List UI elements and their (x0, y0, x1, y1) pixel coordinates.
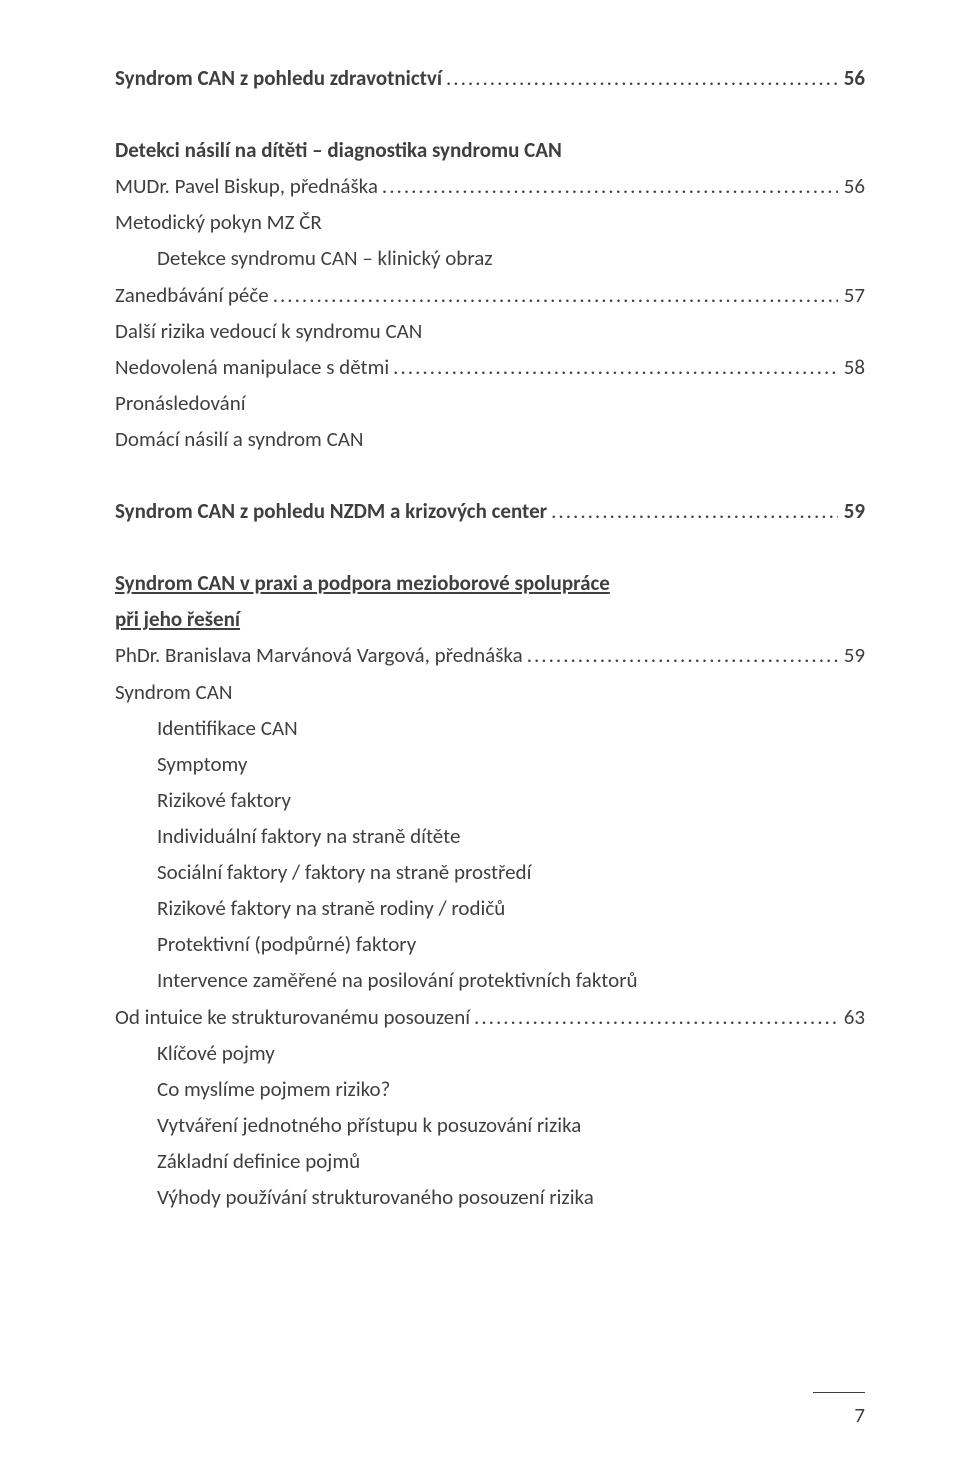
toc-text-line: Detekci násilí na dítěti – diagnostika s… (115, 132, 865, 168)
toc-page-number: 56 (838, 60, 865, 96)
toc-label: Pronásledování (115, 390, 246, 416)
toc-text-line: Co myslíme pojmem riziko? (115, 1071, 865, 1107)
dot-leader: ........................................… (442, 60, 838, 96)
toc-label: Výhody používání strukturovaného posouze… (157, 1184, 594, 1210)
dot-leader: ........................................… (378, 168, 838, 204)
toc-page-number: 58 (838, 349, 865, 385)
toc-entry: Syndrom CAN z pohledu NZDM a krizových c… (115, 493, 865, 529)
toc-label: Co myslíme pojmem riziko? (157, 1076, 390, 1102)
blank-line (115, 529, 865, 565)
toc-label: Syndrom CAN z pohledu NZDM a krizových c… (115, 493, 547, 529)
toc-text-line: Syndrom CAN v praxi a podpora mezioborov… (115, 565, 865, 601)
toc-label: při jeho řešení (115, 606, 240, 632)
toc-entry: PhDr. Branislava Marvánová Vargová, před… (115, 637, 865, 673)
toc-text-line: Vytváření jednotného přístupu k posuzová… (115, 1107, 865, 1143)
toc-text-line: Další rizika vedoucí k syndromu CAN (115, 313, 865, 349)
toc-page-number: 59 (838, 493, 865, 529)
toc-label: Metodický pokyn MZ ČR (115, 209, 322, 235)
toc-label: Rizikové faktory (157, 787, 291, 813)
toc-label: Identifikace CAN (157, 715, 298, 741)
toc-page-number: 57 (838, 277, 865, 313)
toc-text-line: Intervence zaměřené na posilování protek… (115, 962, 865, 998)
toc-label: Syndrom CAN v praxi a podpora mezioborov… (115, 570, 610, 596)
toc-text-line: Výhody používání strukturovaného posouze… (115, 1179, 865, 1215)
toc-text-line: Protektivní (podpůrné) faktory (115, 926, 865, 962)
toc-label: Detekce syndromu CAN – klinický obraz (157, 245, 493, 271)
footer-rule (813, 1392, 865, 1393)
dot-leader: ........................................… (269, 277, 838, 313)
toc-text-line: Sociální faktory / faktory na straně pro… (115, 854, 865, 890)
dot-leader: ........................................… (470, 999, 838, 1035)
toc-text-line: při jeho řešení (115, 601, 865, 637)
toc-label: Další rizika vedoucí k syndromu CAN (115, 318, 422, 344)
page-number: 7 (813, 1397, 865, 1433)
toc-entry: Syndrom CAN z pohledu zdravotnictví.....… (115, 60, 865, 96)
toc-label: PhDr. Branislava Marvánová Vargová, před… (115, 637, 523, 673)
page: Syndrom CAN z pohledu zdravotnictví.....… (0, 0, 960, 1475)
toc-label: Domácí násilí a syndrom CAN (115, 426, 363, 452)
toc-label: Sociální faktory / faktory na straně pro… (157, 859, 531, 885)
toc-text-line: Symptomy (115, 746, 865, 782)
toc-label: Symptomy (157, 751, 247, 777)
dot-leader: ........................................… (523, 637, 838, 673)
toc-text-line: Rizikové faktory na straně rodiny / rodi… (115, 890, 865, 926)
toc-label: Základní definice pojmů (157, 1148, 360, 1174)
toc-label: Rizikové faktory na straně rodiny / rodi… (157, 895, 505, 921)
blank-line (115, 457, 865, 493)
toc-content: Syndrom CAN z pohledu zdravotnictví.....… (115, 60, 865, 1215)
toc-label: MUDr. Pavel Biskup, přednáška (115, 168, 378, 204)
toc-text-line: Identifikace CAN (115, 710, 865, 746)
toc-text-line: Syndrom CAN (115, 674, 865, 710)
toc-text-line: Rizikové faktory (115, 782, 865, 818)
blank-line (115, 96, 865, 132)
toc-label: Nedovolená manipulace s dětmi (115, 349, 389, 385)
toc-label: Zanedbávání péče (115, 277, 269, 313)
toc-entry: MUDr. Pavel Biskup, přednáška...........… (115, 168, 865, 204)
toc-text-line: Pronásledování (115, 385, 865, 421)
toc-page-number: 56 (838, 168, 865, 204)
toc-page-number: 63 (838, 999, 865, 1035)
toc-page-number: 59 (838, 637, 865, 673)
toc-entry: Nedovolená manipulace s dětmi...........… (115, 349, 865, 385)
toc-text-line: Metodický pokyn MZ ČR (115, 204, 865, 240)
toc-label: Detekci násilí na dítěti – diagnostika s… (115, 137, 562, 163)
toc-entry: Od intuice ke strukturovanému posouzení.… (115, 999, 865, 1035)
toc-text-line: Základní definice pojmů (115, 1143, 865, 1179)
toc-entry: Zanedbávání péče........................… (115, 277, 865, 313)
toc-label: Intervence zaměřené na posilování protek… (157, 967, 638, 993)
dot-leader: ........................................… (547, 493, 838, 529)
toc-label: Protektivní (podpůrné) faktory (157, 931, 416, 957)
page-footer: 7 (813, 1392, 865, 1433)
toc-text-line: Domácí násilí a syndrom CAN (115, 421, 865, 457)
toc-label: Syndrom CAN z pohledu zdravotnictví (115, 60, 442, 96)
toc-text-line: Klíčové pojmy (115, 1035, 865, 1071)
toc-label: Vytváření jednotného přístupu k posuzová… (157, 1112, 581, 1138)
toc-text-line: Detekce syndromu CAN – klinický obraz (115, 240, 865, 276)
toc-label: Individuální faktory na straně dítěte (157, 823, 460, 849)
dot-leader: ........................................… (389, 349, 838, 385)
toc-label: Syndrom CAN (115, 679, 232, 705)
toc-label: Klíčové pojmy (157, 1040, 275, 1066)
toc-label: Od intuice ke strukturovanému posouzení (115, 999, 470, 1035)
toc-text-line: Individuální faktory na straně dítěte (115, 818, 865, 854)
